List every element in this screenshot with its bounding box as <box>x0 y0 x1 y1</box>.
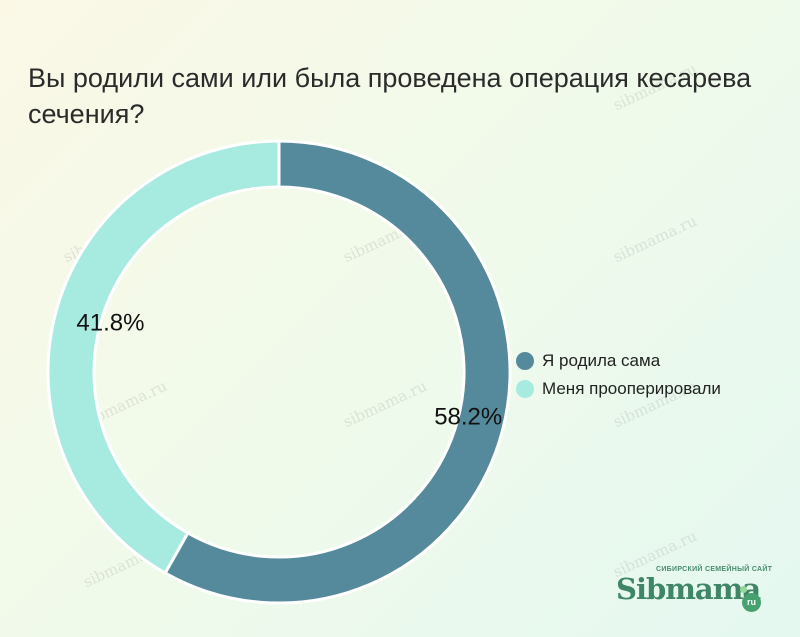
logo-subtitle: СИБИРСКИЙ СЕМЕЙНЫЙ САЙТ <box>656 566 773 573</box>
legend-label: Я родила сама <box>542 351 661 370</box>
legend-label: Меня прооперировали <box>542 379 721 398</box>
donut-slice[interactable] <box>163 139 512 605</box>
legend-swatch <box>516 380 534 398</box>
logo-name: Sibmama <box>616 572 761 606</box>
logo-dot-icon <box>740 586 747 593</box>
chart-legend: Я родила сама Меня прооперировали <box>516 347 721 403</box>
legend-swatch <box>516 352 534 370</box>
chart-title: Вы родили сами или была проведена операц… <box>28 63 752 129</box>
slice-label: 58.2% <box>434 404 502 431</box>
sibmama-logo: СИБИРСКИЙ СЕМЕЙНЫЙ САЙТ Sibmama ru <box>616 566 772 616</box>
logo-suffix: ru <box>742 593 761 612</box>
slice-label: 41.8% <box>76 309 144 336</box>
donut-slice[interactable] <box>46 139 281 576</box>
legend-item[interactable]: Я родила сама <box>516 347 721 375</box>
legend-item[interactable]: Меня прооперировали <box>516 375 721 403</box>
